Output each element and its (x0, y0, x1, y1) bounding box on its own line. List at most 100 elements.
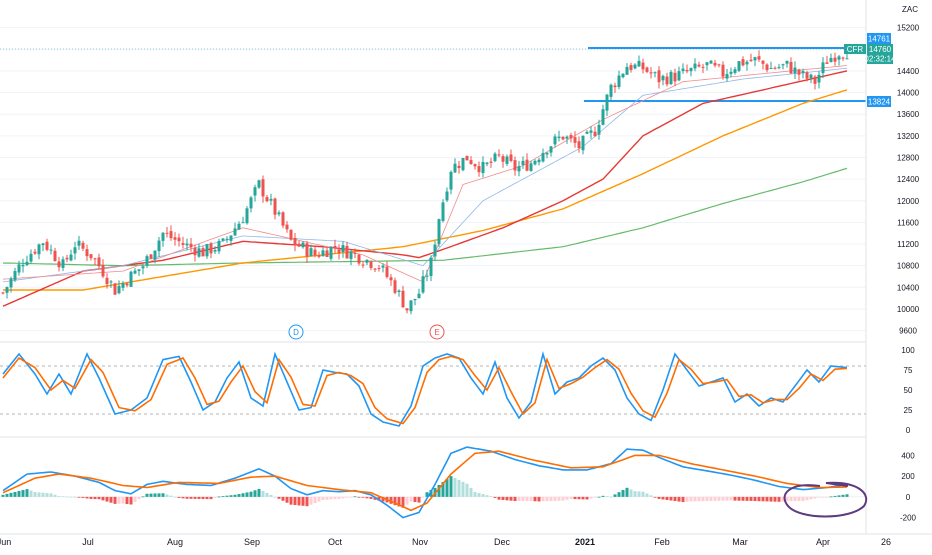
macd-histogram-bar (685, 496, 689, 502)
candle-body (821, 62, 825, 74)
macd-histogram-bar (217, 496, 221, 498)
macd-histogram-bar (73, 496, 77, 498)
macd-histogram-bar (741, 496, 745, 501)
candle-body (385, 266, 389, 277)
candle-body (513, 160, 517, 171)
candle-body (481, 161, 485, 174)
macd-histogram-bar (485, 495, 489, 497)
moving-averages-layer (2, 65, 848, 307)
macd-histogram-bar (613, 494, 617, 497)
macd-histogram-bar (833, 495, 837, 497)
candle-body (93, 258, 97, 260)
stoch-d-line (2, 355, 848, 425)
macd-histogram-bar (353, 496, 357, 498)
candle-body (269, 198, 273, 201)
macd-histogram-bar (297, 496, 301, 506)
candle-body (189, 243, 193, 248)
candle-body (13, 271, 17, 281)
macd-histogram-bar (617, 492, 621, 497)
time-tick-label: Sep (244, 537, 260, 547)
macd-histogram-bar (793, 496, 797, 502)
price-axis[interactable]: 9600100001040010800112001160012000124001… (897, 24, 920, 523)
candle-body (437, 219, 441, 245)
candle-body (581, 135, 585, 151)
candle-body (217, 241, 221, 252)
macd-histogram-bar (597, 496, 601, 498)
ma-green-line (2, 167, 848, 267)
candle-body (753, 57, 757, 61)
macd-histogram-bar (829, 496, 833, 498)
macd-histogram-bar (193, 496, 197, 499)
macd-histogram-bar (25, 489, 29, 497)
candle-body (53, 250, 57, 262)
annotation-ellipse[interactable] (783, 481, 868, 518)
macd-tick-label: 0 (906, 493, 911, 502)
macd-histogram-bar (249, 491, 253, 497)
candle-body (345, 245, 349, 259)
macd-line (2, 446, 848, 519)
candle-body (77, 240, 81, 246)
event-marker-e[interactable]: E (429, 324, 445, 340)
candle-body (637, 60, 641, 67)
candle-body (705, 62, 709, 66)
macd-histogram-bar (141, 496, 145, 498)
candle-body (85, 249, 89, 257)
candle-body (641, 62, 645, 70)
macd-histogram-bar (705, 496, 709, 502)
macd-histogram-bar (417, 496, 421, 503)
candle-body (833, 57, 837, 62)
macd-histogram-bar (441, 482, 445, 497)
macd-histogram-bar (621, 490, 625, 497)
macd-histogram-bar (409, 496, 413, 502)
macd-histogram-bar (757, 496, 761, 502)
candle-body (265, 197, 269, 202)
candle-body (585, 131, 589, 134)
candle-body (185, 243, 189, 246)
price-tick-label: 11600 (897, 218, 919, 227)
candle-body (305, 243, 309, 257)
candle-body (245, 208, 249, 224)
macd-signal-line (2, 450, 848, 512)
candle-body (137, 269, 141, 272)
candle-body (597, 124, 601, 135)
ma-orange-line (3, 89, 848, 291)
macd-histogram-bar (669, 496, 673, 501)
candle-body (169, 231, 173, 239)
macd-histogram-bar (681, 496, 685, 503)
candle-body (321, 250, 325, 257)
candle-body (325, 250, 329, 258)
candle-body (121, 282, 125, 288)
candle-body (665, 76, 669, 85)
candle-body (21, 264, 25, 267)
macd-histogram-bar (361, 496, 365, 498)
macd-histogram-bar (845, 494, 849, 497)
candle-body (661, 75, 665, 81)
macd-histogram-bar (557, 496, 561, 501)
macd-histogram-bar (481, 494, 485, 497)
price-tick-label: 12400 (897, 175, 920, 184)
macd-histogram-bar (837, 495, 841, 497)
time-axis[interactable]: Jun Jul Aug Sep Oct Nov Dec 2021 Feb Mar Apr 26 (0, 537, 891, 547)
macd-histogram-bar (713, 496, 717, 501)
candle-body (517, 166, 521, 172)
event-marker-d[interactable]: D (288, 324, 304, 340)
candle-body (773, 67, 777, 69)
candle-body (781, 64, 785, 66)
macd-histogram-bar (801, 496, 805, 502)
candle-body (409, 300, 413, 312)
stoch-tick-label: 0 (906, 426, 911, 435)
candle-body (837, 56, 841, 60)
time-tick-label: Dec (494, 537, 511, 547)
macd-histogram-bar (781, 496, 785, 502)
candle-body (845, 58, 849, 60)
price-tick-label: 12000 (897, 197, 920, 206)
macd-histogram-bar (413, 496, 417, 503)
macd-histogram-bar (157, 493, 161, 497)
macd-histogram-bar (281, 496, 285, 501)
candle-body (501, 156, 505, 162)
macd-histogram-bar (209, 496, 213, 500)
macd-histogram-bar (529, 496, 533, 502)
last-price-value: 14760 (869, 45, 892, 54)
time-tick-label: 2021 (575, 537, 595, 547)
